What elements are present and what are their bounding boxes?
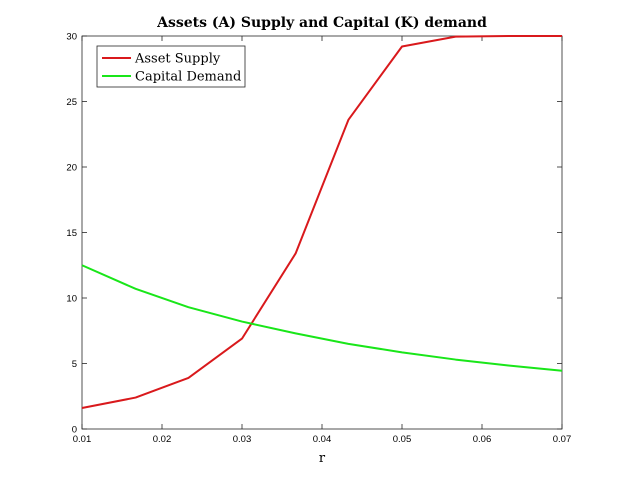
y-tick-label: 0 [72, 425, 77, 436]
legend-label-1: Asset Supply [134, 52, 221, 67]
x-tick-label: 0.05 [393, 434, 412, 445]
x-axis-label: r [319, 451, 326, 466]
y-tick-label: 15 [66, 228, 77, 239]
capital-demand-line [81, 264, 563, 372]
y-tick-label: 30 [66, 32, 77, 43]
y-tick-label: 10 [66, 294, 77, 305]
x-tick-label: 0.02 [153, 434, 172, 445]
x-tick-label: 0.07 [553, 434, 572, 445]
x-tick-label: 0.03 [233, 434, 252, 445]
legend-label-2: Capital Demand [135, 70, 241, 85]
asset-supply-line [81, 35, 562, 410]
y-tick-label: 5 [72, 359, 77, 370]
y-tick-label: 25 [66, 97, 77, 108]
y-tick-label: 20 [66, 163, 77, 174]
x-tick-label: 0.04 [313, 434, 332, 445]
chart-title: Assets (A) Supply and Capital (K) demand [156, 15, 487, 31]
legend-box [96, 45, 246, 88]
plot-area: 0.01 0.02 0.03 0.04 0.05 0.06 0.07 0 5 10 15 20 25 30… [66, 32, 571, 446]
x-tick-label: 0.06 [473, 434, 492, 445]
x-tick-label: 0.01 [73, 434, 92, 445]
